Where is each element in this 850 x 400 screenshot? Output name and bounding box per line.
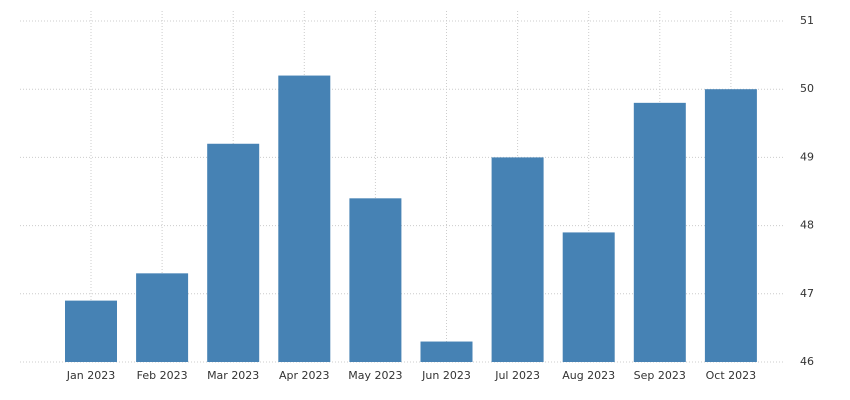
y-tick-label: 46 xyxy=(800,355,814,368)
y-tick-label: 51 xyxy=(800,14,814,27)
y-tick-label: 48 xyxy=(800,219,814,232)
x-tick-label: Jul 2023 xyxy=(494,369,540,382)
bar xyxy=(65,300,117,362)
x-tick-label: Apr 2023 xyxy=(279,369,330,382)
bar xyxy=(207,143,260,362)
bar xyxy=(136,273,189,362)
bar xyxy=(278,75,331,362)
bar xyxy=(491,157,544,362)
x-tick-label: Jun 2023 xyxy=(421,369,471,382)
y-tick-label: 47 xyxy=(800,287,814,300)
x-tick-label: Mar 2023 xyxy=(207,369,259,382)
bar xyxy=(633,102,686,362)
bar xyxy=(704,89,757,362)
bar xyxy=(349,198,402,362)
x-tick-label: Jan 2023 xyxy=(66,369,115,382)
bar xyxy=(562,232,615,362)
y-tick-label: 50 xyxy=(800,82,814,95)
x-tick-label: Aug 2023 xyxy=(562,369,615,382)
x-tick-label: Feb 2023 xyxy=(137,369,188,382)
bar xyxy=(420,341,473,362)
y-tick-label: 49 xyxy=(800,150,814,163)
x-tick-label: Oct 2023 xyxy=(706,369,757,382)
x-tick-label: Sep 2023 xyxy=(634,369,686,382)
x-tick-label: May 2023 xyxy=(348,369,402,382)
